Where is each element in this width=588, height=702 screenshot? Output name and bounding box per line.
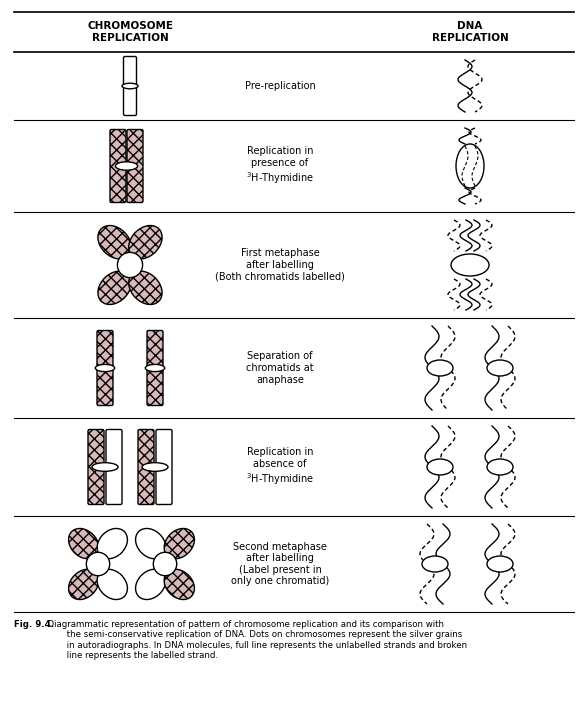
Text: Replication in
absence of
$^3$H-Thymidine: Replication in absence of $^3$H-Thymidin… bbox=[246, 447, 314, 487]
Ellipse shape bbox=[487, 556, 513, 572]
Ellipse shape bbox=[487, 360, 513, 376]
Text: Pre-replication: Pre-replication bbox=[245, 81, 315, 91]
Text: Diagrammatic representation of pattern of chromosome replication and its compari: Diagrammatic representation of pattern o… bbox=[42, 620, 467, 660]
Text: Second metaphase
after labelling
(Label present in
only one chromatid): Second metaphase after labelling (Label … bbox=[231, 542, 329, 586]
Ellipse shape bbox=[118, 253, 143, 277]
FancyBboxPatch shape bbox=[138, 430, 154, 505]
FancyBboxPatch shape bbox=[156, 430, 172, 505]
FancyBboxPatch shape bbox=[106, 430, 122, 505]
Ellipse shape bbox=[69, 529, 99, 559]
Ellipse shape bbox=[122, 84, 138, 88]
Ellipse shape bbox=[456, 144, 484, 188]
Ellipse shape bbox=[427, 360, 453, 376]
FancyBboxPatch shape bbox=[127, 129, 143, 202]
Ellipse shape bbox=[98, 271, 131, 305]
FancyBboxPatch shape bbox=[88, 430, 104, 505]
Ellipse shape bbox=[136, 529, 166, 559]
Text: First metaphase
after labelling
(Both chromatids labelled): First metaphase after labelling (Both ch… bbox=[215, 249, 345, 282]
Ellipse shape bbox=[451, 254, 489, 276]
Ellipse shape bbox=[422, 556, 448, 572]
Text: CHROMOSOME
REPLICATION: CHROMOSOME REPLICATION bbox=[87, 21, 173, 43]
Ellipse shape bbox=[164, 569, 195, 600]
Ellipse shape bbox=[164, 529, 195, 559]
Ellipse shape bbox=[153, 552, 177, 576]
Ellipse shape bbox=[115, 161, 138, 170]
FancyBboxPatch shape bbox=[97, 331, 113, 406]
Ellipse shape bbox=[427, 459, 453, 475]
FancyBboxPatch shape bbox=[110, 129, 126, 202]
Text: Fig. 9.4.: Fig. 9.4. bbox=[14, 620, 54, 629]
Ellipse shape bbox=[129, 225, 162, 259]
Ellipse shape bbox=[97, 569, 128, 600]
Ellipse shape bbox=[145, 364, 165, 371]
Ellipse shape bbox=[97, 529, 128, 559]
Text: DNA
REPLICATION: DNA REPLICATION bbox=[432, 21, 509, 43]
Ellipse shape bbox=[86, 552, 110, 576]
Text: Separation of
chromatids at
anaphase: Separation of chromatids at anaphase bbox=[246, 352, 314, 385]
Ellipse shape bbox=[92, 463, 118, 471]
Ellipse shape bbox=[487, 459, 513, 475]
Ellipse shape bbox=[69, 569, 99, 600]
Ellipse shape bbox=[98, 225, 131, 259]
Text: Replication in
presence of
$^3$H-Thymidine: Replication in presence of $^3$H-Thymidi… bbox=[246, 146, 314, 186]
FancyBboxPatch shape bbox=[147, 331, 163, 406]
FancyBboxPatch shape bbox=[123, 56, 136, 116]
Ellipse shape bbox=[95, 364, 115, 371]
Ellipse shape bbox=[142, 463, 168, 471]
Ellipse shape bbox=[129, 271, 162, 305]
Ellipse shape bbox=[136, 569, 166, 600]
